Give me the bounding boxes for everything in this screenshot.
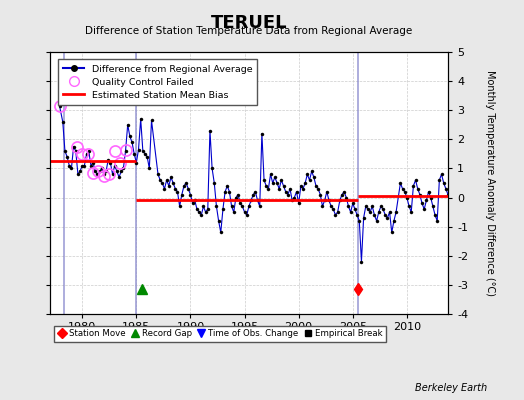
Y-axis label: Monthly Temperature Anomaly Difference (°C): Monthly Temperature Anomaly Difference (… [485, 70, 495, 296]
Text: TERUEL: TERUEL [211, 14, 287, 32]
Text: Difference of Station Temperature Data from Regional Average: Difference of Station Temperature Data f… [85, 26, 412, 36]
Legend: Difference from Regional Average, Quality Control Failed, Estimated Station Mean: Difference from Regional Average, Qualit… [59, 59, 257, 105]
Legend: Station Move, Record Gap, Time of Obs. Change, Empirical Break: Station Move, Record Gap, Time of Obs. C… [54, 326, 386, 342]
Text: Berkeley Earth: Berkeley Earth [415, 383, 487, 393]
